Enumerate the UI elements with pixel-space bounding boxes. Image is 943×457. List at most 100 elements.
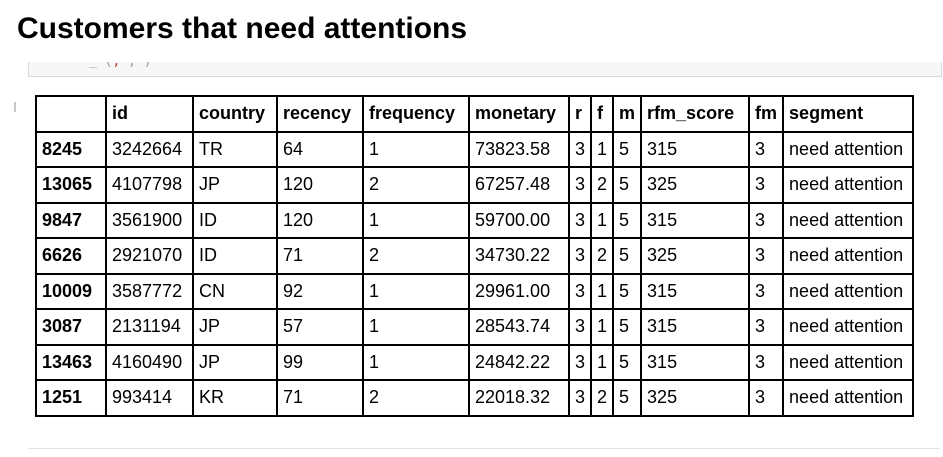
- column-header-fm: fm: [748, 95, 785, 133]
- cell-id: 4160490: [105, 343, 194, 381]
- cell-fm: 3: [748, 130, 785, 168]
- cell-fm: 3: [748, 237, 785, 275]
- cell-f: 1: [590, 272, 615, 310]
- cell-segment: need attention: [782, 130, 915, 168]
- cell-id: 2131194: [105, 308, 194, 346]
- cell-segment: need attention: [782, 343, 915, 381]
- cell-country: JP: [192, 166, 278, 204]
- dataframe-table: id country recency frequency monetary r f m rfm_…: [35, 95, 915, 417]
- table-row: 3087 2131194 JP 57 1 28543.74 3 1 5 315 3 need atte…: [35, 308, 915, 346]
- table-row: 1251 993414 KR 71 2 22018.32 3 2 5 325 3 need atten…: [35, 379, 915, 417]
- cell-id: 3587772: [105, 272, 194, 310]
- cell-country: ID: [192, 201, 278, 239]
- index-header: [35, 95, 107, 133]
- row-index-cell: 9847: [35, 201, 107, 239]
- cell-monetary: 34730.22: [468, 237, 570, 275]
- cell-fm: 3: [748, 201, 785, 239]
- cell-country: TR: [192, 130, 278, 168]
- cell-monetary: 67257.48: [468, 166, 570, 204]
- cell-monetary: 29961.00: [468, 272, 570, 310]
- cell-m: 5: [612, 201, 643, 239]
- cell-frequency: 2: [362, 166, 470, 204]
- cell-rfm-score: 325: [640, 237, 751, 275]
- column-header-f: f: [590, 95, 615, 133]
- cell-fm: 3: [748, 343, 785, 381]
- cell-segment: need attention: [782, 379, 915, 417]
- cell-f: 1: [590, 343, 615, 381]
- cell-segment: need attention: [782, 201, 915, 239]
- table-row: 8245 3242664 TR 64 1 73823.58 3 1 5 315 3 need atte…: [35, 130, 915, 168]
- cell-r: 3: [567, 272, 593, 310]
- cell-f: 1: [590, 201, 615, 239]
- cell-fm: 3: [748, 308, 785, 346]
- cell-recency: 64: [276, 130, 364, 168]
- code-fragment: _ (, , ): [89, 62, 152, 69]
- row-index-cell: 10009: [35, 272, 107, 310]
- cell-rfm-score: 315: [640, 201, 751, 239]
- table-row: 6626 2921070 ID 71 2 34730.22 3 2 5 325 3 need atte…: [35, 237, 915, 275]
- cell-country: ID: [192, 237, 278, 275]
- code-cell[interactable]: _ (, , ): [28, 62, 942, 77]
- table-row: 13065 4107798 JP 120 2 67257.48 3 2 5 325 3 need at…: [35, 166, 915, 204]
- cell-r: 3: [567, 379, 593, 417]
- cell-id: 3242664: [105, 130, 194, 168]
- column-header-country: country: [192, 95, 278, 133]
- column-header-m: m: [612, 95, 643, 133]
- cell-rfm-score: 315: [640, 130, 751, 168]
- cell-f: 1: [590, 308, 615, 346]
- cell-r: 3: [567, 308, 593, 346]
- cell-id: 3561900: [105, 201, 194, 239]
- cell-fm: 3: [748, 272, 785, 310]
- header-row: id country recency frequency monetary r f m rfm_…: [35, 95, 915, 133]
- cell-recency: 120: [276, 166, 364, 204]
- cell-monetary: 22018.32: [468, 379, 570, 417]
- cell-recency: 92: [276, 272, 364, 310]
- cell-rfm-score: 315: [640, 308, 751, 346]
- cell-m: 5: [612, 308, 643, 346]
- cell-m: 5: [612, 237, 643, 275]
- cell-m: 5: [612, 130, 643, 168]
- row-index-cell: 13065: [35, 166, 107, 204]
- cell-f: 2: [590, 166, 615, 204]
- cell-r: 3: [567, 166, 593, 204]
- cell-segment: need attention: [782, 237, 915, 275]
- row-index-cell: 6626: [35, 237, 107, 275]
- cell-country: CN: [192, 272, 278, 310]
- cell-frequency: 2: [362, 379, 470, 417]
- table-row: 10009 3587772 CN 92 1 29961.00 3 1 5 315 3 need att…: [35, 272, 915, 310]
- row-index-cell: 13463: [35, 343, 107, 381]
- cell-frequency: 1: [362, 201, 470, 239]
- column-header-frequency: frequency: [362, 95, 470, 133]
- cell-country: KR: [192, 379, 278, 417]
- cell-segment: need attention: [782, 308, 915, 346]
- cell-recency: 99: [276, 343, 364, 381]
- cell-fm: 3: [748, 166, 785, 204]
- cell-segment: need attention: [782, 272, 915, 310]
- cell-edge-marker: [14, 102, 16, 112]
- row-index-cell: 3087: [35, 308, 107, 346]
- cell-fm: 3: [748, 379, 785, 417]
- cell-m: 5: [612, 166, 643, 204]
- table-row: 13463 4160490 JP 99 1 24842.22 3 1 5 315 3 need att…: [35, 343, 915, 381]
- cell-country: JP: [192, 343, 278, 381]
- row-index-cell: 1251: [35, 379, 107, 417]
- cell-frequency: 1: [362, 308, 470, 346]
- cell-monetary: 24842.22: [468, 343, 570, 381]
- cell-id: 2921070: [105, 237, 194, 275]
- cell-m: 5: [612, 272, 643, 310]
- column-header-segment: segment: [782, 95, 915, 133]
- cell-recency: 71: [276, 237, 364, 275]
- cell-monetary: 28543.74: [468, 308, 570, 346]
- cell-f: 2: [590, 379, 615, 417]
- cell-id: 4107798: [105, 166, 194, 204]
- column-header-rfm-score: rfm_score: [640, 95, 751, 133]
- cell-r: 3: [567, 237, 593, 275]
- cell-frequency: 2: [362, 237, 470, 275]
- cell-frequency: 1: [362, 272, 470, 310]
- cell-rfm-score: 315: [640, 343, 751, 381]
- cell-id: 993414: [105, 379, 194, 417]
- cell-f: 1: [590, 130, 615, 168]
- cell-country: JP: [192, 308, 278, 346]
- cell-segment: need attention: [782, 166, 915, 204]
- cell-m: 5: [612, 343, 643, 381]
